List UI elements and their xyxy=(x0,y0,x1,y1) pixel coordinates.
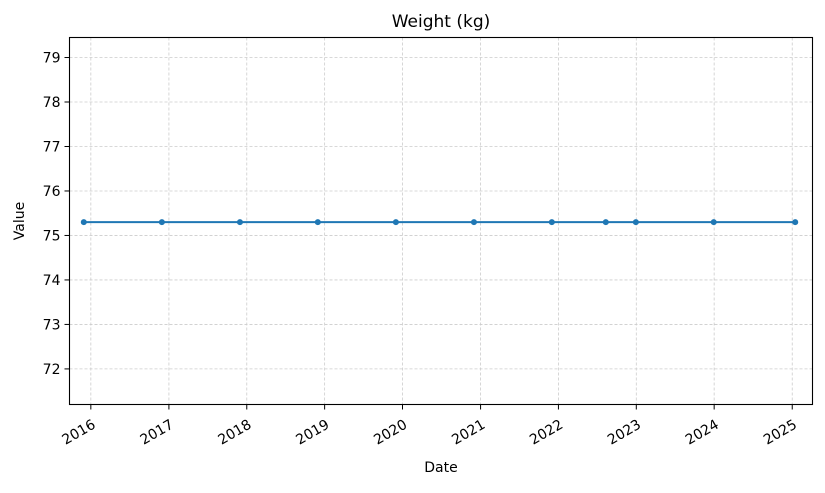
x-tick-label: 2021 xyxy=(449,417,488,449)
y-tick-label: 73 xyxy=(43,317,61,333)
x-tick-label: 2024 xyxy=(683,417,722,449)
y-tick-label: 74 xyxy=(43,273,61,289)
grid xyxy=(69,37,813,405)
data-point xyxy=(236,219,243,226)
y-tick-label: 75 xyxy=(43,228,61,244)
y-tick-label: 77 xyxy=(43,139,61,155)
data-point xyxy=(632,219,639,226)
data-point xyxy=(602,219,609,226)
x-tick-label: 2018 xyxy=(216,417,255,449)
y-axis-label: Value xyxy=(12,202,28,240)
y-tick-label: 78 xyxy=(43,95,61,111)
y-tick-label: 79 xyxy=(43,51,61,67)
x-tick-label: 2023 xyxy=(605,417,644,449)
x-tick-label: 2017 xyxy=(138,417,177,449)
x-tick-label: 2020 xyxy=(371,417,410,449)
plot-frame xyxy=(68,36,814,406)
x-tick-label: 2019 xyxy=(293,417,332,449)
data-point xyxy=(158,219,165,226)
data-point xyxy=(710,219,717,226)
data-point xyxy=(80,219,87,226)
x-tick-label: 2022 xyxy=(527,417,566,449)
data-point xyxy=(392,219,399,226)
x-axis: 2016 2017 2018 2019 2020 2021 2022 2023 2024 2025 xyxy=(60,404,800,449)
chart-title: Weight (kg) xyxy=(392,12,491,32)
y-tick-label: 76 xyxy=(43,184,61,200)
x-tick-label: 2016 xyxy=(60,417,99,449)
data-point xyxy=(314,219,321,226)
data-point xyxy=(470,219,477,226)
data-point xyxy=(548,219,555,226)
x-tick-label: 2025 xyxy=(761,417,800,449)
data-point xyxy=(792,219,799,226)
x-axis-label: Date xyxy=(424,460,457,476)
y-tick-label: 72 xyxy=(43,362,61,378)
series-layer xyxy=(80,219,799,226)
y-axis: 72 73 74 75 76 77 78 79 xyxy=(43,51,70,378)
